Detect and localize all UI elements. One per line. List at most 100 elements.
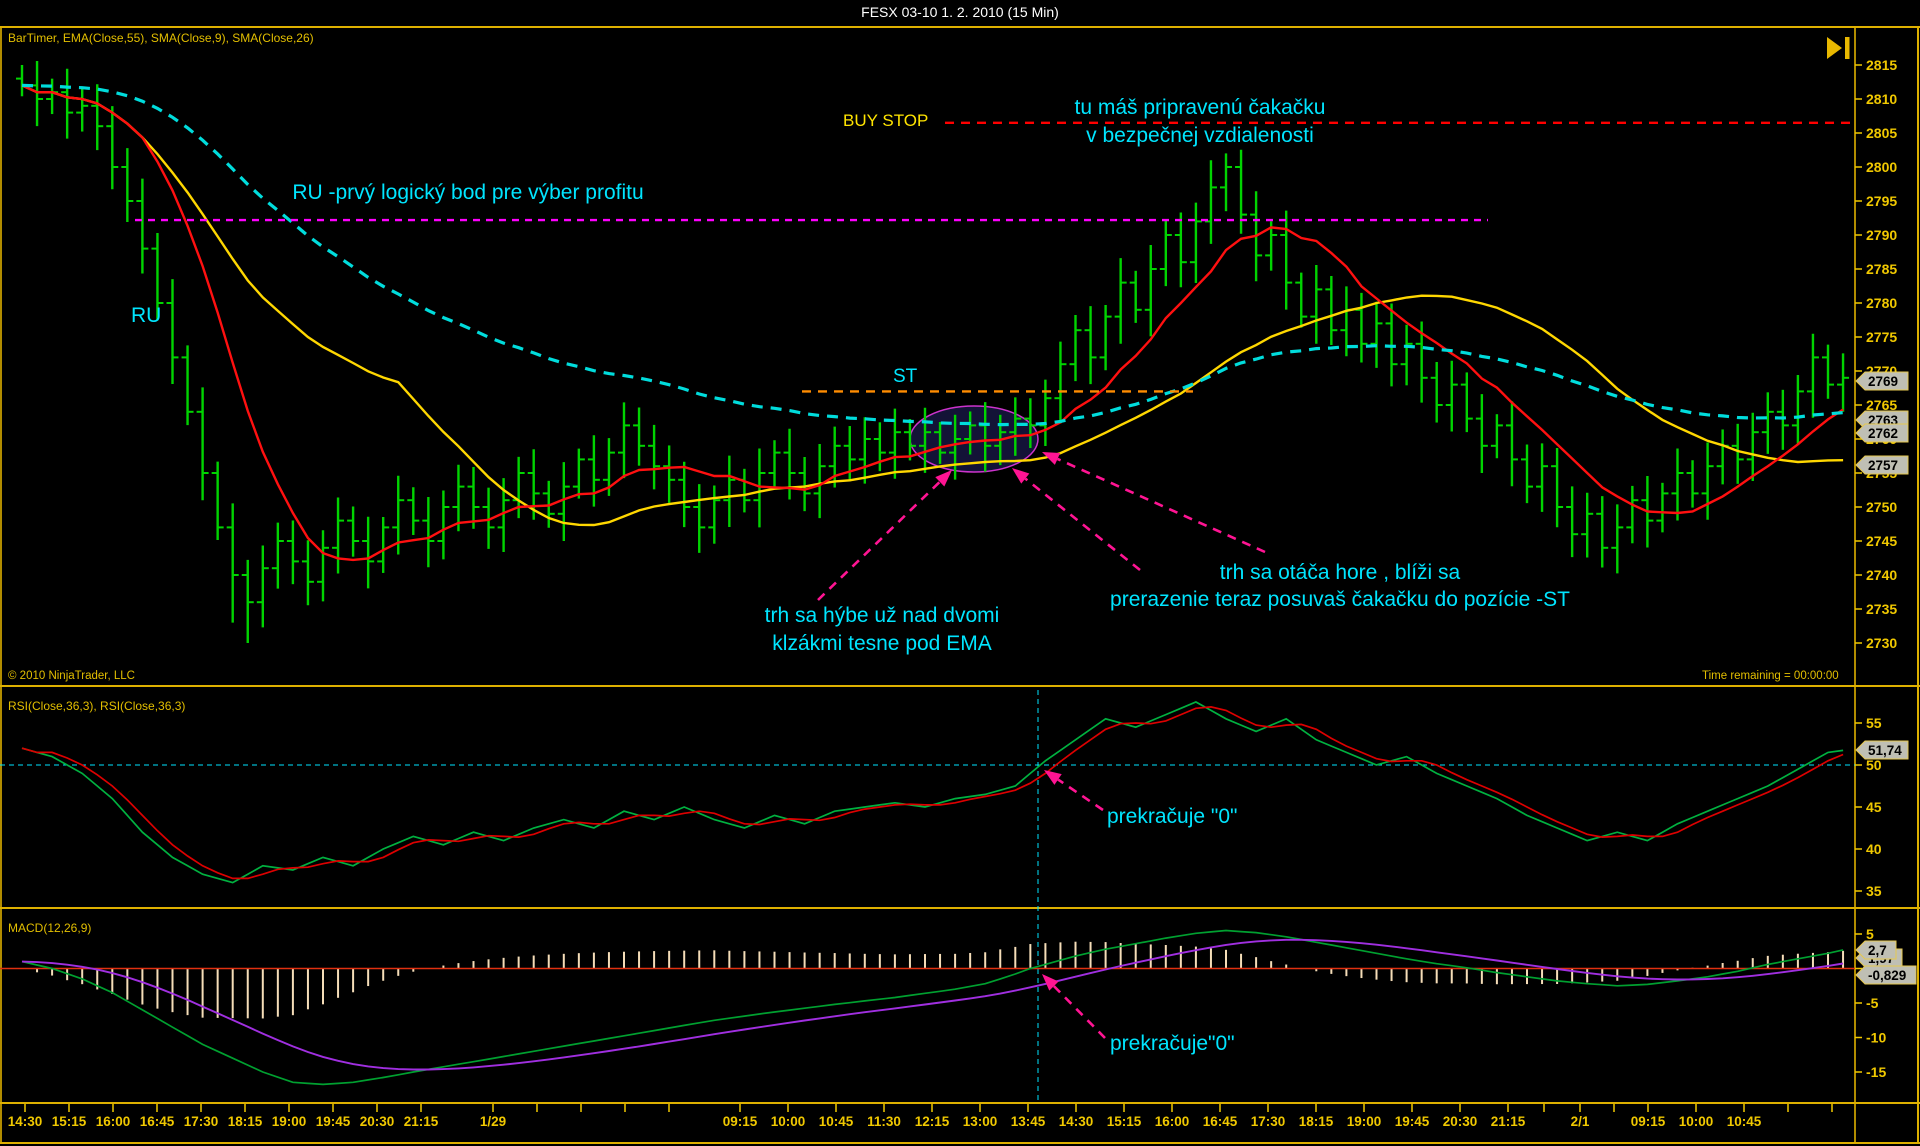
- time-axis-label[interactable]: 09:15: [723, 1114, 758, 1129]
- price-value-tag-1: [1855, 371, 1909, 391]
- price-value-tag-1-text: 2769: [1868, 374, 1898, 389]
- macd-indicator-label: MACD(12,26,9): [8, 921, 92, 935]
- time-axis-label[interactable]: 16:45: [1203, 1114, 1238, 1129]
- price-indicator-label: BarTimer, EMA(Close,55), SMA(Close,9), S…: [8, 31, 314, 45]
- price-axis-label[interactable]: 2765: [1866, 397, 1897, 413]
- macd-cross-note: prekračuje"0": [1110, 1032, 1235, 1055]
- time-axis-label[interactable]: 10:45: [1727, 1114, 1762, 1129]
- price-axis-label[interactable]: 2785: [1866, 261, 1897, 277]
- price-value-tag-3: [1855, 423, 1909, 443]
- price-axis-label[interactable]: 2805: [1866, 125, 1897, 141]
- sma26-line: [21, 84, 1844, 527]
- rsi-cross-note: prekračuje "0": [1107, 805, 1238, 828]
- play-to-end-bar[interactable]: [1845, 37, 1850, 59]
- rsi-axis-label[interactable]: 55: [1866, 715, 1882, 731]
- price-arrow-3-head: [1042, 452, 1061, 465]
- price-axis-label[interactable]: 2790: [1866, 227, 1897, 243]
- macd-arrow-head: [1042, 974, 1059, 991]
- time-axis-label[interactable]: 19:45: [316, 1114, 351, 1129]
- st-label: ST: [893, 366, 918, 387]
- time-axis-label[interactable]: 19:00: [1347, 1114, 1382, 1129]
- rsi-axis-label[interactable]: 40: [1866, 841, 1882, 857]
- price-axis-label[interactable]: 2750: [1866, 499, 1897, 515]
- macd-axis-label[interactable]: -10: [1866, 1030, 1886, 1046]
- price-axis-label[interactable]: 2775: [1866, 329, 1897, 345]
- time-axis-label[interactable]: 20:30: [360, 1114, 395, 1129]
- rsi-axis-label[interactable]: 35: [1866, 883, 1882, 899]
- copyright-label: © 2010 NinjaTrader, LLC: [8, 670, 135, 682]
- macd-axis-label[interactable]: 5: [1866, 926, 1874, 942]
- ema55-line: [21, 83, 1844, 427]
- time-axis-label[interactable]: 20:30: [1443, 1114, 1478, 1129]
- macd-avg-line: [21, 938, 1844, 1071]
- price-axis-label[interactable]: 2740: [1866, 567, 1897, 583]
- time-axis-label[interactable]: 18:15: [1299, 1114, 1334, 1129]
- time-axis-label[interactable]: 13:45: [1011, 1114, 1046, 1129]
- rsi-line: [21, 701, 1844, 884]
- rsi-indicator-label: RSI(Close,36,3), RSI(Close,36,3): [8, 699, 186, 713]
- price-axis-label[interactable]: 2730: [1866, 635, 1897, 651]
- turn-note-line2: prerazenie teraz posuvaš čakačku do pozí…: [1110, 588, 1570, 611]
- rsi-arrow-head: [1044, 770, 1062, 785]
- move-note-line2: klzákmi tesne pod EMA: [772, 632, 992, 655]
- time-axis-label[interactable]: 19:00: [272, 1114, 307, 1129]
- ru-label: RU: [131, 304, 162, 327]
- time-axis-label[interactable]: 21:15: [1491, 1114, 1526, 1129]
- macd-arrow-tail: [1052, 985, 1106, 1039]
- time-axis-label[interactable]: 12:15: [915, 1114, 950, 1129]
- time-axis-label[interactable]: 17:30: [1251, 1114, 1286, 1129]
- price-arrow-2-tail: [1024, 477, 1141, 572]
- time-axis-label[interactable]: 09:15: [1631, 1114, 1666, 1129]
- price-axis-label[interactable]: 2815: [1866, 57, 1897, 73]
- time-axis-label[interactable]: 19:45: [1395, 1114, 1430, 1129]
- macd-value-tag-3: [1855, 965, 1917, 985]
- rsi-value-tag-text: 51,74: [1868, 743, 1902, 758]
- time-axis-label[interactable]: 14:30: [8, 1114, 43, 1129]
- time-axis-label[interactable]: 10:00: [771, 1114, 806, 1129]
- time-axis-label[interactable]: 10:45: [819, 1114, 854, 1129]
- rsi-axis-label[interactable]: 45: [1866, 799, 1882, 815]
- price-axis-label[interactable]: 2795: [1866, 193, 1897, 209]
- time-axis-label[interactable]: 13:00: [963, 1114, 998, 1129]
- macd-line: [21, 929, 1844, 1086]
- time-axis-label[interactable]: 14:30: [1059, 1114, 1094, 1129]
- time-axis-label[interactable]: 10:00: [1679, 1114, 1714, 1129]
- time-axis-label[interactable]: 1/29: [480, 1114, 506, 1129]
- macd-axis-label[interactable]: -15: [1866, 1064, 1886, 1080]
- macd-value-tag-2: [1855, 940, 1897, 960]
- price-value-tag-4: [1855, 455, 1909, 475]
- go-to-last-bar-button[interactable]: [1827, 37, 1850, 59]
- move-note-line1: trh sa hýbe už nad dvomi: [764, 604, 1000, 627]
- macd-value-tag-2-text: 2,7: [1868, 943, 1887, 958]
- macd-value-tag-3-text: -0,829: [1868, 968, 1906, 983]
- price-arrow-1-tail: [817, 480, 941, 601]
- time-axis-label[interactable]: 15:15: [1107, 1114, 1142, 1129]
- time-remaining-label: Time remaining = 00:00:00: [1702, 670, 1839, 682]
- price-axis-label[interactable]: 2780: [1866, 295, 1897, 311]
- price-value-tag-3-text: 2762: [1868, 426, 1898, 441]
- price-value-tag-4-text: 2757: [1868, 458, 1898, 473]
- time-axis-label[interactable]: 21:15: [404, 1114, 439, 1129]
- time-axis-label[interactable]: 16:45: [140, 1114, 175, 1129]
- sma9-line: [21, 84, 1844, 562]
- price-axis-label[interactable]: 2800: [1866, 159, 1897, 175]
- rsi-signal-line: [21, 706, 1844, 880]
- price-axis-label[interactable]: 2735: [1866, 601, 1897, 617]
- price-axis-label[interactable]: 2745: [1866, 533, 1897, 549]
- time-axis-label[interactable]: 16:00: [96, 1114, 131, 1129]
- price-axis-label[interactable]: 2810: [1866, 91, 1897, 107]
- time-axis-label[interactable]: 16:00: [1155, 1114, 1190, 1129]
- time-axis-label[interactable]: 18:15: [228, 1114, 263, 1129]
- price-arrow-2-head: [1012, 468, 1030, 484]
- turn-note-line1: trh sa otáča hore , blíži sa: [1219, 561, 1461, 584]
- buy-stop-label: BUY STOP: [843, 111, 929, 130]
- time-axis-label[interactable]: 17:30: [184, 1114, 219, 1129]
- time-axis-label[interactable]: 2/1: [1571, 1114, 1590, 1129]
- rsi-axis-label[interactable]: 50: [1866, 757, 1882, 773]
- play-to-end-icon[interactable]: [1827, 37, 1842, 59]
- time-axis-label[interactable]: 11:30: [867, 1114, 901, 1129]
- macd-axis-label[interactable]: -5: [1866, 995, 1879, 1011]
- time-axis-label[interactable]: 15:15: [52, 1114, 87, 1129]
